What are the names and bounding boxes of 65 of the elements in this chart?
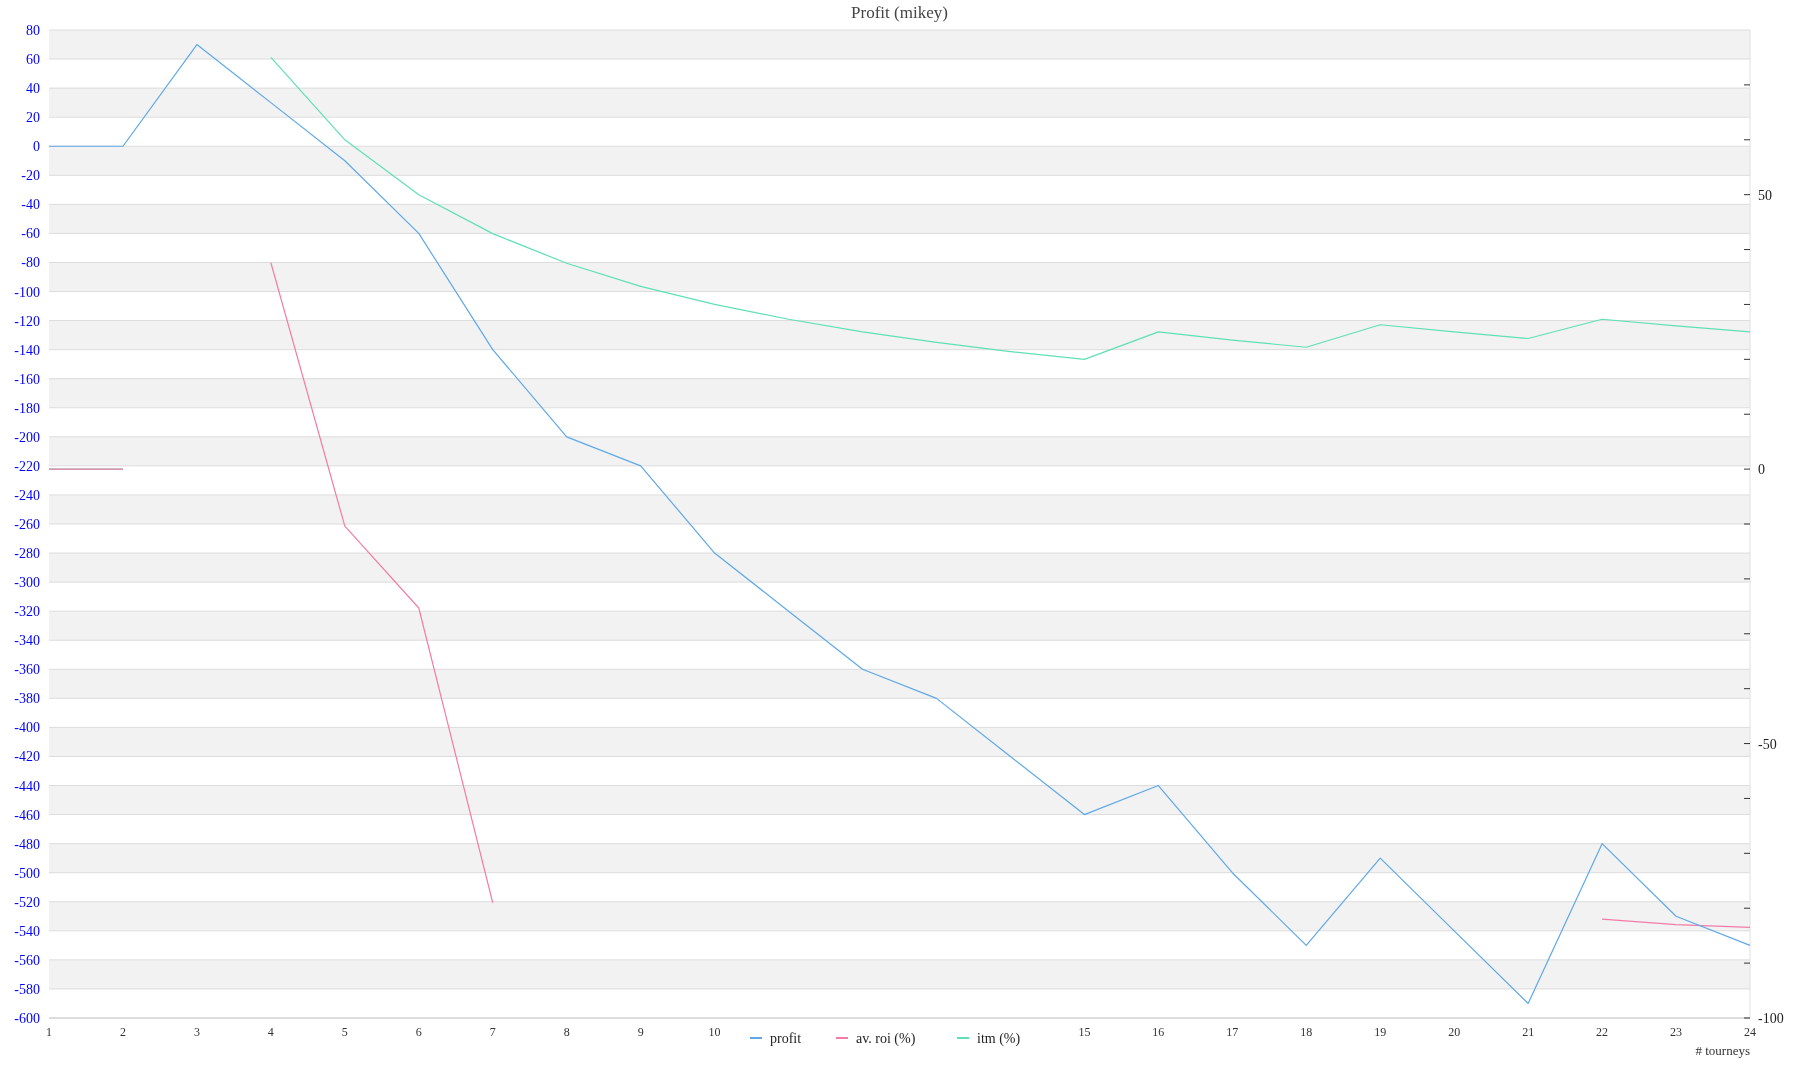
x-tick-label: 22 xyxy=(1596,1025,1609,1039)
y2-tick-label: 50 xyxy=(1758,187,1772,203)
x-tick-label: 21 xyxy=(1522,1025,1535,1039)
x-tick-label: 1 xyxy=(46,1025,52,1039)
y-tick-label: 0 xyxy=(33,139,40,155)
y-tick-label: -20 xyxy=(21,168,40,184)
x-tick-label: 5 xyxy=(341,1025,348,1039)
legend-label: av. roi (%) xyxy=(856,1031,916,1047)
y-tick-label: 40 xyxy=(26,81,40,97)
y-tick-label: -120 xyxy=(14,313,40,329)
y-tick-label: -260 xyxy=(14,517,40,532)
line-series xyxy=(48,43,1751,1005)
x-tick-label: 3 xyxy=(193,1025,200,1039)
y-tick-label: 20 xyxy=(26,110,40,126)
y-tick-label: -60 xyxy=(21,226,40,242)
y-tick-label: 80 xyxy=(26,23,40,38)
y2-tick-label: -50 xyxy=(1758,736,1777,752)
y-tick-label: 60 xyxy=(26,52,40,68)
y-tick-label: -440 xyxy=(14,778,40,794)
x-tick-label: 7 xyxy=(489,1025,496,1039)
y2-tick-label: -100 xyxy=(1758,1011,1784,1026)
y-tick-label: -480 xyxy=(14,836,40,852)
y-tick-label: -320 xyxy=(14,604,40,620)
x-tick-label: 23 xyxy=(1670,1025,1683,1039)
x-tick-label: 19 xyxy=(1374,1025,1387,1039)
y-tick-label: -80 xyxy=(21,255,40,271)
y-tick-label: -100 xyxy=(14,284,40,300)
x-tick-label: 8 xyxy=(563,1025,570,1039)
x-tick-label: 10 xyxy=(708,1025,721,1039)
y-tick-label: -380 xyxy=(14,691,40,707)
y-tick-label: -280 xyxy=(14,546,40,562)
y-tick-label: -400 xyxy=(14,720,40,736)
y-tick-label: -160 xyxy=(14,371,40,387)
y-tick-label: -40 xyxy=(21,197,40,213)
x-tick-label: 20 xyxy=(1448,1025,1461,1039)
chart-title: Profit (mikey) xyxy=(851,3,948,22)
legend-label: itm (%) xyxy=(977,1031,1021,1047)
y-tick-label: -540 xyxy=(14,923,40,939)
x-tick-label: 2 xyxy=(119,1025,126,1039)
y2-tick-label: 0 xyxy=(1758,462,1765,478)
y-tick-label: -360 xyxy=(14,662,40,678)
x-tick-label: 9 xyxy=(637,1025,644,1039)
y-tick-label: -240 xyxy=(14,487,40,503)
y-tick-label: -600 xyxy=(14,1011,40,1026)
y-tick-label: -580 xyxy=(14,981,40,997)
x-tick-label: 17 xyxy=(1226,1025,1239,1039)
y-tick-label: -200 xyxy=(14,429,40,445)
y-tick-label: -520 xyxy=(14,894,40,910)
y-tick-label: -560 xyxy=(14,952,40,968)
x-tick-label: 15 xyxy=(1078,1025,1091,1039)
x-tick-label: 16 xyxy=(1152,1025,1165,1039)
y-tick-label: -220 xyxy=(14,458,40,474)
y-tick-label: -340 xyxy=(14,633,40,649)
y-tick-label: -300 xyxy=(14,575,40,591)
x-tick-label: 24 xyxy=(1744,1025,1756,1039)
y-tick-label: -180 xyxy=(14,400,40,416)
x-tick-label: 18 xyxy=(1300,1025,1313,1039)
y-tick-label: -140 xyxy=(14,342,40,358)
y-tick-label: -420 xyxy=(14,749,40,765)
x-tick-label: 6 xyxy=(415,1025,422,1039)
y-tick-label: -500 xyxy=(14,865,40,881)
x-axis-title: # tourneys xyxy=(1695,1043,1750,1058)
y-tick-label: -460 xyxy=(14,807,40,823)
legend-label: profit xyxy=(770,1031,802,1046)
x-tick-label: 4 xyxy=(267,1025,274,1039)
